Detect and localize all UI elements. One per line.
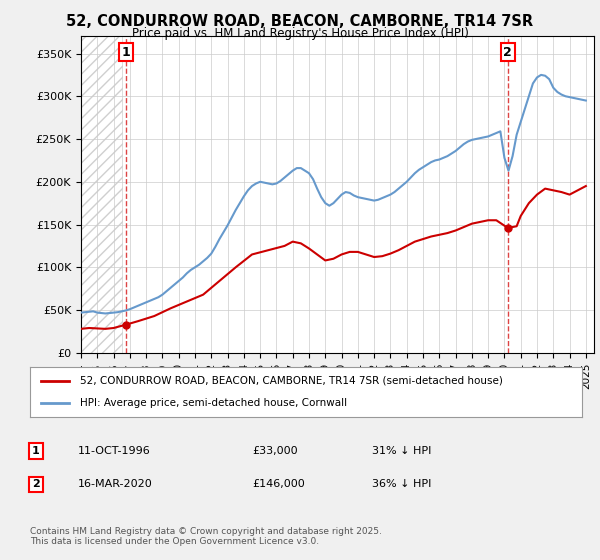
Text: £33,000: £33,000 [252, 446, 298, 456]
Text: 1: 1 [32, 446, 40, 456]
Text: 11-OCT-1996: 11-OCT-1996 [78, 446, 151, 456]
Text: £146,000: £146,000 [252, 479, 305, 489]
Text: 52, CONDURROW ROAD, BEACON, CAMBORNE, TR14 7SR: 52, CONDURROW ROAD, BEACON, CAMBORNE, TR… [67, 14, 533, 29]
Text: 36% ↓ HPI: 36% ↓ HPI [372, 479, 431, 489]
Text: 16-MAR-2020: 16-MAR-2020 [78, 479, 153, 489]
Text: 31% ↓ HPI: 31% ↓ HPI [372, 446, 431, 456]
Text: Contains HM Land Registry data © Crown copyright and database right 2025.
This d: Contains HM Land Registry data © Crown c… [30, 526, 382, 546]
Text: 1: 1 [122, 46, 131, 59]
Polygon shape [81, 36, 122, 353]
Text: HPI: Average price, semi-detached house, Cornwall: HPI: Average price, semi-detached house,… [80, 398, 347, 408]
Text: 2: 2 [503, 46, 512, 59]
Text: Price paid vs. HM Land Registry's House Price Index (HPI): Price paid vs. HM Land Registry's House … [131, 27, 469, 40]
Text: 52, CONDURROW ROAD, BEACON, CAMBORNE, TR14 7SR (semi-detached house): 52, CONDURROW ROAD, BEACON, CAMBORNE, TR… [80, 376, 503, 386]
Text: 2: 2 [32, 479, 40, 489]
